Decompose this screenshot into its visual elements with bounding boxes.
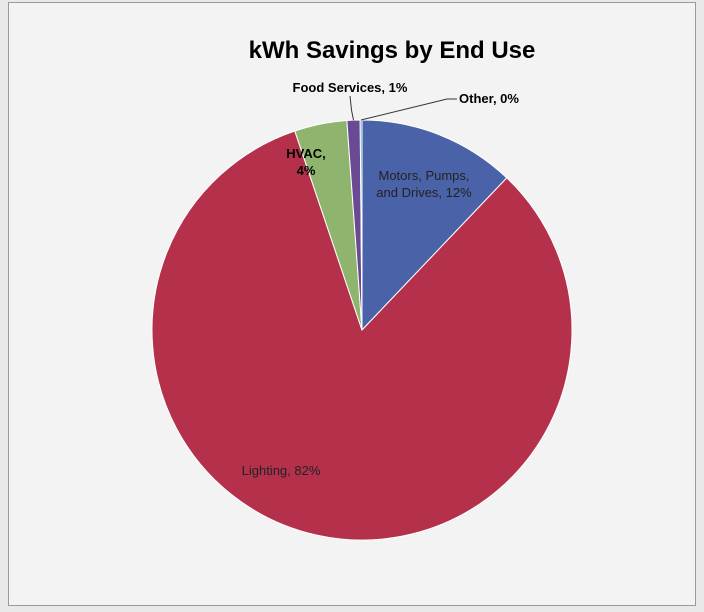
chart-frame: kWh Savings by End Use Motors, Pumps, and…: [8, 2, 696, 606]
leader-line-other: [360, 98, 457, 121]
slice-labels: Motors, Pumps, and Drives, 12% Lighting, 8…: [242, 80, 520, 478]
leader-line-food-services: [349, 95, 355, 121]
slice-label-other: Other, 0%: [459, 91, 519, 106]
pie-chart: kWh Savings by End Use Motors, Pumps, and…: [151, 37, 573, 541]
pie-slices: [151, 119, 573, 541]
slice-label-food-services: Food Services, 1%: [293, 80, 408, 95]
slice-label-motors-pumps-and-drives: Motors, Pumps, and Drives, 12%: [376, 168, 472, 200]
slice-label-hvac: HVAC, 4%: [286, 146, 325, 178]
chart-title: kWh Savings by End Use: [249, 37, 536, 64]
pie-slice-lighting: [151, 130, 573, 541]
slice-label-lighting: Lighting, 82%: [242, 463, 321, 478]
pie-slice-motors-pumps-and-drives: [361, 119, 508, 332]
leader-lines: [349, 95, 457, 121]
